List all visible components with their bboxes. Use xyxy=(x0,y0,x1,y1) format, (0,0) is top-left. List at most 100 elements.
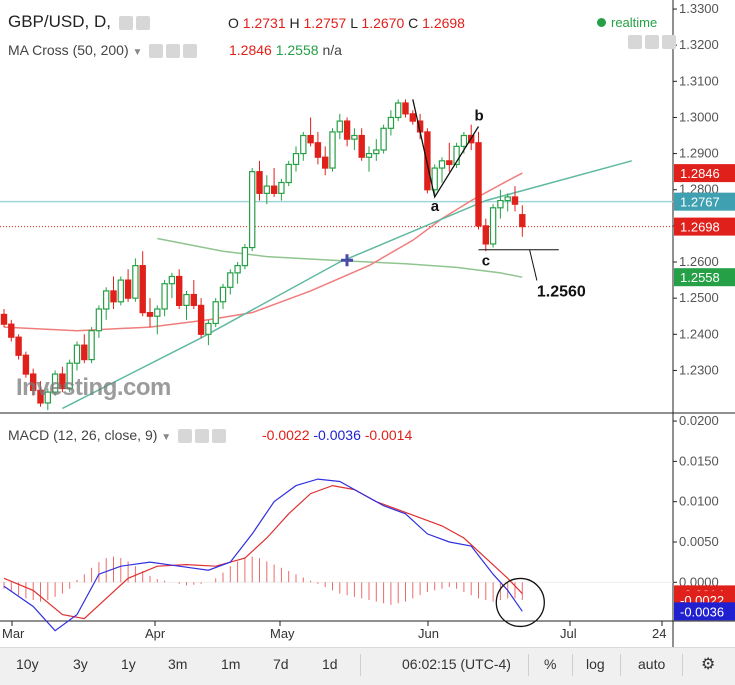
gear-icon[interactable] xyxy=(135,15,150,30)
gear-icon[interactable] xyxy=(166,44,181,59)
ma-legend: MA Cross (50, 200) ▼ xyxy=(8,42,198,59)
bull-candle xyxy=(102,290,110,310)
eye-icon[interactable] xyxy=(149,44,164,59)
macd-values: -0.0022 -0.0036 -0.0014 xyxy=(262,427,412,443)
gear-icon[interactable] xyxy=(195,429,210,444)
bull-candle xyxy=(183,293,190,306)
y-tick-label: 1.3000 xyxy=(679,109,719,124)
auto-toggle[interactable]: auto xyxy=(638,656,666,672)
macd-line xyxy=(3,478,523,632)
wave-label-b: b xyxy=(475,107,484,124)
y-tick-label: 1.3200 xyxy=(679,37,719,52)
move-down-icon[interactable] xyxy=(645,35,659,50)
status-dot-icon xyxy=(597,18,606,27)
close-icon[interactable] xyxy=(212,429,227,444)
bear-candle xyxy=(322,156,329,169)
bull-candle xyxy=(395,102,402,119)
chevron-down-icon[interactable]: ▼ xyxy=(132,47,143,58)
ma-values: 1.2846 1.2558 n/a xyxy=(229,42,342,58)
ma50-value: 1.2846 xyxy=(229,42,272,58)
macd-label[interactable]: MACD (12, 26, close, 9) xyxy=(8,427,158,443)
bear-candle xyxy=(314,142,322,158)
bear-candle xyxy=(81,344,88,361)
macd-signal-line xyxy=(3,484,523,620)
bull-candle xyxy=(263,185,271,194)
bull-candle xyxy=(489,207,497,245)
support-pointer xyxy=(529,249,538,281)
eye-icon[interactable] xyxy=(118,15,133,30)
y-tick-label: 1.2400 xyxy=(679,326,719,341)
bear-candle xyxy=(256,171,263,194)
macd-price-label-box xyxy=(674,602,735,621)
bull-candle xyxy=(66,362,73,390)
price-label-box xyxy=(674,192,735,211)
bull-candle xyxy=(292,152,300,166)
bull-candle xyxy=(336,120,344,133)
bear-candle xyxy=(59,373,66,390)
y-tick-label: 1.2300 xyxy=(679,362,719,377)
bull-candle xyxy=(373,149,380,155)
bear-candle xyxy=(402,102,409,115)
bull-candle xyxy=(241,246,249,267)
range-10y-button[interactable]: 10y xyxy=(16,656,39,672)
settings-gear-icon[interactable]: ⚙ xyxy=(701,656,716,673)
bear-candle xyxy=(307,134,314,144)
bear-candle xyxy=(519,214,526,228)
x-tick-label: Mar xyxy=(2,626,25,641)
bear-candle xyxy=(8,323,15,338)
bear-candle xyxy=(270,185,278,194)
bull-candle xyxy=(161,283,168,310)
range-7d-button[interactable]: 7d xyxy=(273,656,289,672)
ma50-line xyxy=(3,172,523,332)
x-tick-label: May xyxy=(270,626,295,641)
bull-candle xyxy=(51,373,59,393)
eye-icon[interactable] xyxy=(178,429,193,444)
bear-candle xyxy=(146,312,154,317)
macd-y-tick-label: 0.0100 xyxy=(679,494,719,509)
high-label: H xyxy=(289,15,300,31)
low-label: L xyxy=(350,15,358,31)
log-toggle[interactable]: log xyxy=(586,656,605,672)
price-label-box xyxy=(674,268,735,287)
range-3m-button[interactable]: 3m xyxy=(168,656,188,672)
bull-candle xyxy=(497,199,504,209)
bear-candle xyxy=(511,196,519,205)
clock-readout: 06:02:15 (UTC-4) xyxy=(402,656,511,672)
bull-candle xyxy=(117,279,124,303)
investing-watermark: Investing.com xyxy=(16,374,171,401)
bull-candle xyxy=(453,145,460,166)
bull-candle xyxy=(88,330,95,361)
ma-label[interactable]: MA Cross (50, 200) xyxy=(8,42,129,58)
percent-toggle[interactable]: % xyxy=(544,656,557,672)
bear-candle xyxy=(0,313,8,325)
ma-na-value: n/a xyxy=(322,42,342,58)
range-1d-button[interactable]: 1d xyxy=(322,656,338,672)
bear-candle xyxy=(124,279,132,299)
macd-legend: MACD (12, 26, close, 9) ▼ xyxy=(8,427,227,444)
open-label: O xyxy=(228,15,239,31)
bull-candle xyxy=(132,265,139,299)
symbol-title: GBP/USD, D, xyxy=(8,12,150,32)
bear-candle xyxy=(343,120,351,140)
bear-candle xyxy=(139,265,146,314)
ma200-line xyxy=(157,237,523,278)
pane-controls xyxy=(625,33,676,50)
macd-hist-value: -0.0022 xyxy=(262,427,310,443)
price-label: 1.2846 xyxy=(680,166,720,181)
range-3y-button[interactable]: 3y xyxy=(73,656,88,672)
range-1m-button[interactable]: 1m xyxy=(221,656,241,672)
y-tick-label: 1.2500 xyxy=(679,290,719,305)
range-1y-button[interactable]: 1y xyxy=(121,656,136,672)
bear-candle xyxy=(424,131,431,191)
bear-candle xyxy=(358,134,365,158)
bear-candle xyxy=(37,389,44,404)
move-up-icon[interactable] xyxy=(628,35,642,50)
close-icon[interactable] xyxy=(183,44,198,59)
maximize-icon[interactable] xyxy=(662,35,676,50)
bull-candle xyxy=(365,152,373,158)
y-tick-label: 1.2600 xyxy=(679,254,719,269)
chevron-down-icon[interactable]: ▼ xyxy=(161,432,172,443)
x-tick-label: 24 xyxy=(652,626,666,641)
bull-candle xyxy=(205,322,212,335)
